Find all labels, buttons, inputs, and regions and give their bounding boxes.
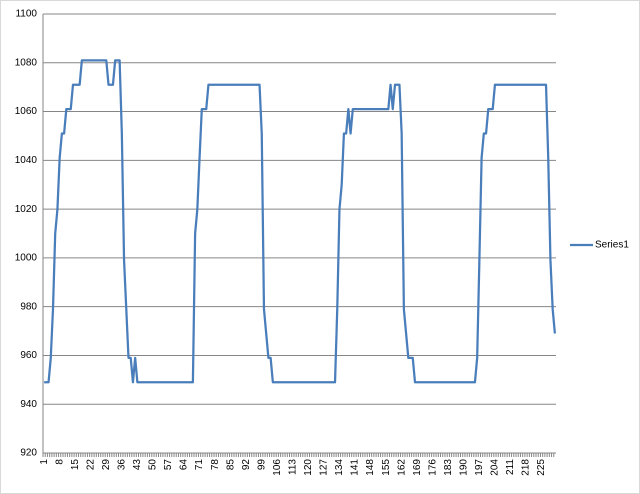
x-tick-label: 29 (101, 459, 112, 471)
x-tick-label: 218 (521, 459, 532, 476)
x-tick-label: 225 (536, 459, 547, 476)
x-tick-label: 155 (381, 459, 392, 476)
y-tick-label: 940 (20, 399, 37, 410)
x-tick-label: 57 (163, 459, 174, 471)
series-line (44, 59, 557, 384)
x-tick-label: 204 (490, 459, 501, 476)
x-tick-label: 43 (132, 459, 143, 471)
x-tick-label: 71 (194, 459, 205, 471)
x-tick-label: 85 (225, 459, 236, 471)
x-tick-label: 92 (241, 459, 252, 471)
x-tick-label: 99 (256, 459, 267, 471)
x-tick-label: 148 (365, 459, 376, 476)
y-tick-label: 1060 (15, 106, 38, 117)
x-tick-label: 120 (303, 459, 314, 476)
x-tick-label: 64 (179, 459, 190, 471)
x-tick-label: 15 (70, 459, 81, 471)
y-tick-label: 1020 (15, 204, 38, 215)
x-tick-label: 183 (443, 459, 454, 476)
x-tick-label: 36 (116, 459, 127, 471)
x-tick-label: 113 (287, 459, 298, 475)
y-tick-label: 960 (20, 350, 37, 361)
x-tick-label: 22 (85, 459, 96, 471)
x-tick-label: 8 (54, 459, 65, 465)
x-tick-label: 106 (272, 459, 283, 476)
x-tick-label: 190 (458, 459, 469, 476)
x-tick-label: 78 (210, 459, 221, 471)
x-tick-label: 169 (412, 459, 423, 476)
x-tick-label: 141 (350, 459, 361, 476)
y-tick-label: 980 (20, 301, 37, 312)
y-tick-label: 1080 (15, 57, 38, 68)
x-tick-label: 211 (505, 459, 516, 475)
x-tick-label: 197 (474, 459, 485, 476)
y-tick-label: 1000 (15, 253, 38, 264)
x-tick-label: 50 (148, 459, 159, 471)
x-tick-label: 162 (396, 459, 407, 476)
x-tick-label: 176 (427, 459, 438, 476)
y-tick-label: 920 (20, 448, 37, 459)
x-tick-label: 134 (334, 459, 345, 476)
x-tick-label: 127 (319, 459, 330, 476)
y-tick-label: 1100 (15, 9, 37, 20)
x-tick-label: 1 (39, 459, 50, 465)
y-tick-label: 1040 (15, 155, 38, 166)
legend-label: Series1 (595, 240, 629, 251)
